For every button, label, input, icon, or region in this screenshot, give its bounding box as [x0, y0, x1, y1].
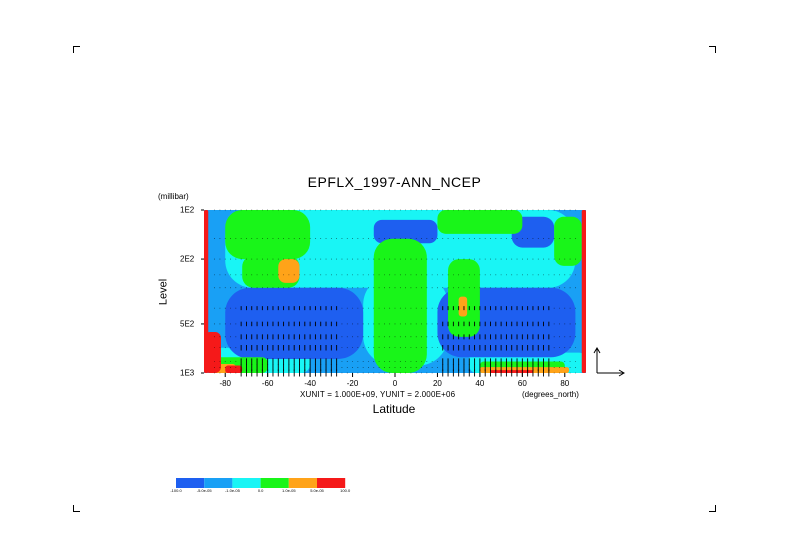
contour-region	[554, 216, 582, 266]
x-tick-label: -20	[346, 379, 359, 388]
colorbar-swatch	[260, 478, 289, 488]
flux-vectors	[214, 209, 576, 377]
contour-region	[225, 365, 243, 373]
crop-mark-bottom-right	[709, 505, 716, 512]
y-tick-label: 5E2	[180, 319, 195, 329]
crop-mark-top-left	[73, 46, 80, 53]
chart-title: EPFLX_1997-ANN_NCEP	[307, 174, 482, 190]
x-tick-label: 80	[560, 379, 570, 388]
y-axis-unit: (millibar)	[158, 192, 189, 201]
x-axis-title: Latitude	[372, 402, 416, 416]
x-tick-label: -60	[261, 379, 274, 388]
colorbar-label: 0.0	[257, 488, 264, 493]
colorbar-swatch	[204, 478, 233, 488]
reference-vector-key	[593, 347, 625, 377]
colorbar	[176, 478, 346, 488]
crop-mark-top-right	[709, 46, 716, 53]
contour-region	[225, 210, 311, 260]
colorbar-label: -1.0e-05	[224, 488, 240, 493]
contour-region	[204, 210, 209, 373]
y-axis-title: Level	[157, 278, 170, 306]
contour-fills	[204, 210, 586, 373]
contour-region	[373, 219, 438, 244]
x-tick-label: 40	[475, 379, 485, 388]
y-tick-label: 1E3	[180, 368, 195, 378]
colorbar-label: 100.0	[340, 488, 351, 493]
arrow-head-icon	[593, 347, 601, 354]
vector-units-note: XUNIT = 1.000E+09, YUNIT = 2.000E+06	[300, 390, 456, 399]
colorbar-swatch	[176, 478, 205, 488]
contour-region	[458, 296, 468, 317]
x-tick-label: 0	[392, 379, 398, 388]
colorbar-swatch	[317, 478, 346, 488]
colorbar-swatch	[232, 478, 261, 488]
y-tick-label: 1E2	[180, 205, 195, 215]
x-tick-label: -40	[304, 379, 316, 388]
arrow-head-icon	[618, 369, 625, 377]
contour-region	[204, 331, 221, 373]
x-tick-label: -80	[219, 379, 231, 388]
colorbar-label: 5.0e-05	[310, 488, 324, 493]
contour-region	[581, 210, 586, 373]
contour-region	[437, 210, 523, 234]
colorbar-label: -5.0e-05	[196, 488, 212, 493]
y-tick-label: 2E2	[180, 254, 195, 264]
crop-mark-bottom-left	[73, 505, 80, 512]
colorbar-label: -100.0	[170, 488, 182, 493]
x-axis-unit: (degrees_north)	[522, 390, 579, 399]
colorbar-label: 1.0e-05	[282, 488, 296, 493]
axis-ticks	[201, 209, 566, 377]
contour-region	[373, 238, 427, 373]
x-tick-label: 20	[432, 379, 442, 388]
x-tick-label: 60	[517, 379, 527, 388]
contour-region	[278, 259, 300, 283]
colorbar-swatch	[288, 478, 317, 488]
